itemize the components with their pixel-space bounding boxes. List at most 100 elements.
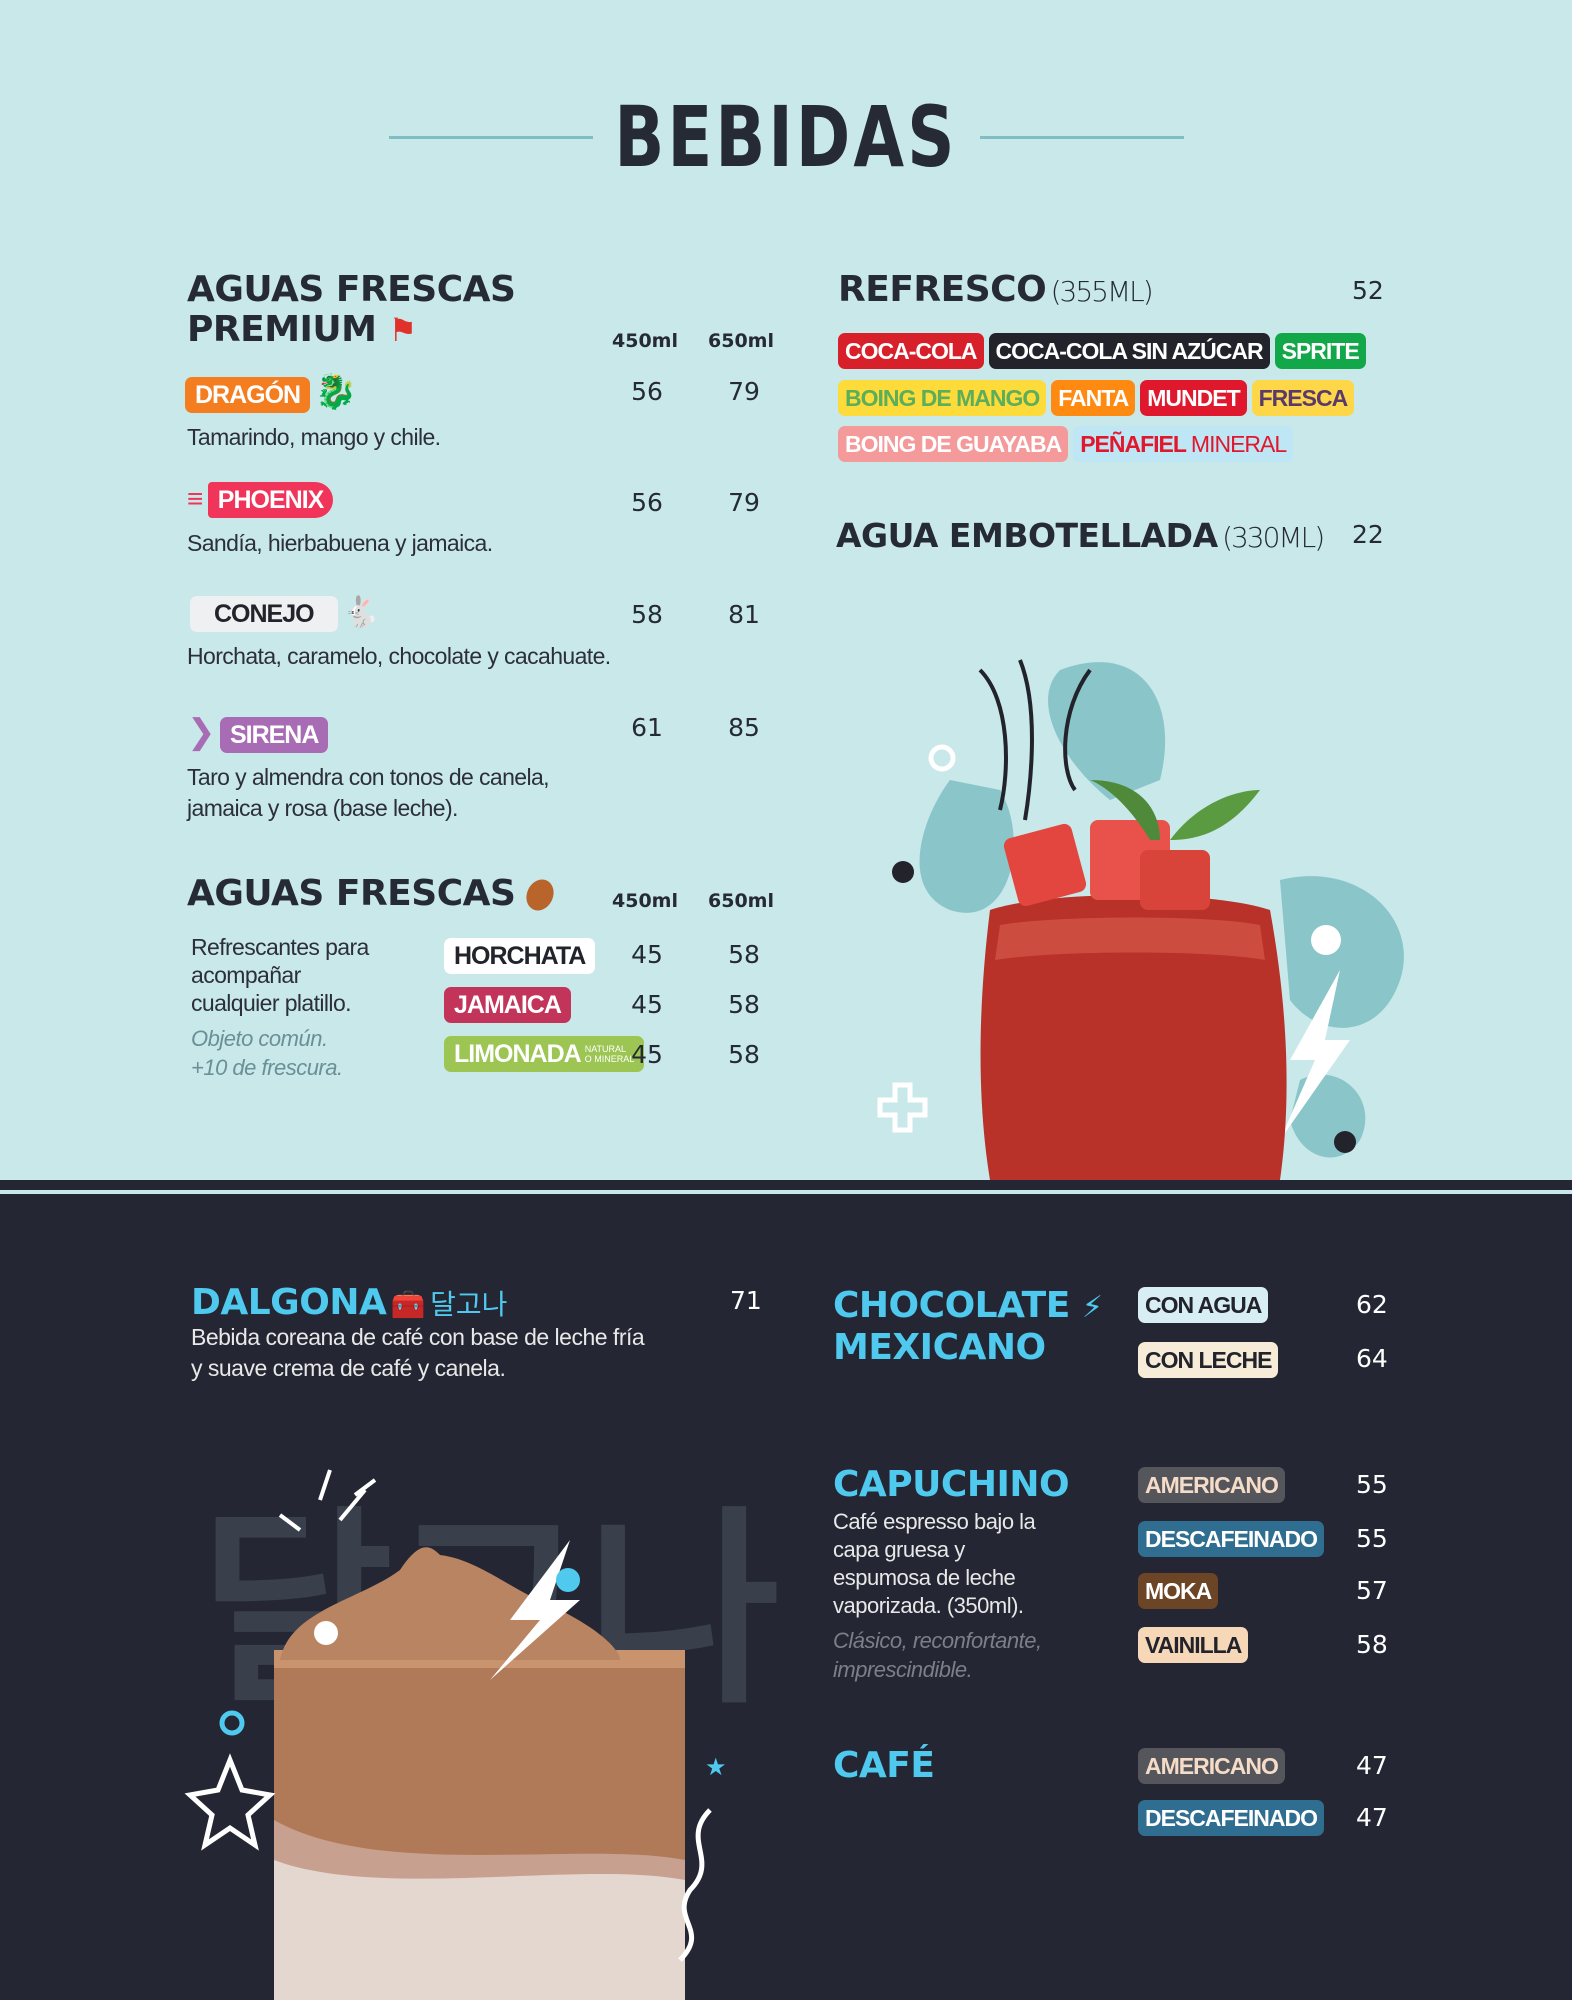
dragon-badge: DRAGÓN bbox=[185, 377, 311, 413]
horchata-item[interactable]: HORCHATA bbox=[444, 938, 596, 974]
desc-line: Café espresso bajo la bbox=[833, 1509, 1036, 1534]
refresco-size: (355ML) bbox=[1050, 275, 1154, 308]
price: 58 bbox=[1356, 1630, 1388, 1659]
desc-line: espumosa de leche bbox=[833, 1565, 1016, 1590]
note-line: O MINERAL bbox=[584, 1054, 635, 1064]
dalgona-drink-image: ★ bbox=[184, 1469, 727, 2000]
limonada-note: NATURAL O MINERAL bbox=[585, 1044, 635, 1064]
premium-item-phoenix[interactable]: ≡ PHOENIX bbox=[187, 482, 334, 518]
chocolate-line2: MEXICANO bbox=[833, 1327, 1046, 1368]
steam-lines bbox=[978, 659, 1092, 821]
jamaica-item[interactable]: JAMAICA bbox=[444, 987, 571, 1023]
price: 45 bbox=[631, 1040, 663, 1069]
watermelon-cube bbox=[1140, 850, 1210, 910]
capuchino-desc: Café espresso bajo la capa gruesa y espu… bbox=[833, 1508, 1036, 1620]
option-vainilla[interactable]: VAINILLA bbox=[1138, 1627, 1253, 1663]
price: 81 bbox=[728, 600, 760, 629]
mint-leaf bbox=[1090, 780, 1160, 840]
option-chip: DESCAFEINADO bbox=[1138, 1521, 1325, 1557]
plus-icon bbox=[556, 1568, 580, 1592]
option-descafeinado[interactable]: DESCAFEINADO bbox=[1138, 1521, 1329, 1557]
option-chip: DESCAFEINADO bbox=[1138, 1800, 1325, 1836]
lightning-icon: ⚡ bbox=[1081, 1290, 1103, 1325]
watermelon-drink-image bbox=[877, 659, 1404, 1180]
option-americano[interactable]: AMERICANO bbox=[1138, 1748, 1290, 1784]
star-doodle bbox=[184, 1753, 276, 1851]
limonada-item[interactable]: LIMONADA NATURAL O MINERAL bbox=[444, 1036, 645, 1072]
brand-chip[interactable]: COCA-COLA SIN AZÚCAR bbox=[988, 333, 1270, 369]
agua-title: AGUA EMBOTELLADA bbox=[836, 516, 1218, 555]
brand-chip[interactable]: FRESCA bbox=[1251, 380, 1355, 416]
burst-lines bbox=[278, 1469, 377, 1532]
sirena-badge: SIRENA bbox=[219, 717, 329, 753]
dalgona-price: 71 bbox=[730, 1286, 762, 1315]
dalgona-korean: 달고나 bbox=[430, 1288, 508, 1321]
section-divider bbox=[0, 1190, 1572, 1194]
option-americano[interactable]: AMERICANO bbox=[1138, 1467, 1290, 1503]
premium-item-conejo[interactable]: CONEJO 🐇 bbox=[190, 595, 379, 632]
option-chip: MOKA bbox=[1138, 1573, 1219, 1609]
flag-icon: ⚑ bbox=[388, 311, 418, 349]
desc-line: acompañar bbox=[191, 962, 301, 988]
aguas-heading: AGUAS FRESCAS bbox=[187, 874, 559, 915]
note-line: NATURAL bbox=[584, 1044, 627, 1054]
premium-item-dragon[interactable]: DRAGÓN 🐉 bbox=[185, 372, 357, 413]
price: 58 bbox=[631, 600, 663, 629]
brand-chip-penafiel[interactable]: PEÑAFIEL MINERAL bbox=[1073, 426, 1294, 462]
brand-suffix: MINERAL bbox=[1190, 431, 1287, 457]
price: 57 bbox=[1356, 1576, 1388, 1605]
title-rule-right bbox=[980, 136, 1184, 139]
brand-chip[interactable]: SPRITE bbox=[1274, 333, 1366, 369]
desc-line: Taro y almendra con tonos de canela, bbox=[187, 764, 550, 790]
title-rule-left bbox=[389, 136, 593, 139]
price: 56 bbox=[631, 377, 663, 406]
blob bbox=[919, 780, 1014, 913]
desc-line: Bebida coreana de café con base de leche… bbox=[191, 1324, 645, 1350]
price: 79 bbox=[728, 377, 760, 406]
col-450: 450ml bbox=[612, 890, 678, 912]
item-desc: Tamarindo, mango y chile. bbox=[187, 424, 441, 450]
price: 62 bbox=[1356, 1290, 1388, 1319]
option-con-agua[interactable]: CON AGUA bbox=[1138, 1287, 1273, 1323]
mint-leaf bbox=[1170, 790, 1260, 840]
price: 58 bbox=[728, 1040, 760, 1069]
conejo-badge: CONEJO bbox=[190, 596, 338, 632]
price: 61 bbox=[631, 713, 663, 742]
refresco-row-2: BOING DE MANGO FANTA MUNDET FRESCA bbox=[838, 380, 1359, 416]
premium-item-sirena[interactable]: ❯ SIRENA bbox=[187, 712, 329, 753]
eye-doodle bbox=[1311, 925, 1341, 955]
dalgona-title: DALGONA bbox=[191, 1282, 387, 1323]
option-con-leche[interactable]: CON LECHE bbox=[1138, 1342, 1283, 1378]
dragon-icon: 🐉 bbox=[314, 373, 357, 411]
brand-chip[interactable]: COCA-COLA bbox=[838, 333, 984, 369]
option-descafeinado[interactable]: DESCAFEINADO bbox=[1138, 1800, 1329, 1836]
brand-chip[interactable]: MUNDET bbox=[1140, 380, 1247, 416]
dark-section bbox=[0, 1180, 1572, 2000]
refresco-row-1: COCA-COLA COCA-COLA SIN AZÚCAR SPRITE bbox=[838, 333, 1371, 369]
option-moka[interactable]: MOKA bbox=[1138, 1573, 1223, 1609]
agua-size: (330ML) bbox=[1222, 521, 1325, 554]
cross-doodle bbox=[877, 1082, 928, 1133]
price: 85 bbox=[728, 713, 760, 742]
price: 55 bbox=[1356, 1524, 1388, 1553]
option-chip: AMERICANO bbox=[1138, 1467, 1285, 1503]
price: 58 bbox=[728, 940, 760, 969]
italic-line: Clásico, reconfortante, bbox=[833, 1628, 1042, 1653]
aguas-italic: Objeto común. +10 de frescura. bbox=[191, 1024, 343, 1082]
col-450: 450ml bbox=[612, 330, 678, 352]
desc-line: Refrescantes para bbox=[191, 934, 369, 960]
price: 58 bbox=[728, 990, 760, 1019]
brand-chip[interactable]: BOING DE GUAYABA bbox=[838, 426, 1069, 462]
italic-line: +10 de frescura. bbox=[191, 1055, 343, 1080]
aguas-desc: Refrescantes para acompañar cualquier pl… bbox=[191, 933, 369, 1017]
star-icon: ★ bbox=[705, 1754, 727, 1781]
cup-rim bbox=[995, 917, 1265, 960]
brand-chip[interactable]: FANTA bbox=[1051, 380, 1136, 416]
treasure-chest-icon: 🧰 bbox=[390, 1289, 426, 1320]
col-650: 650ml bbox=[708, 330, 774, 352]
option-chip: CON AGUA bbox=[1138, 1287, 1269, 1323]
price: 64 bbox=[1356, 1344, 1388, 1373]
brand-chip[interactable]: BOING DE MANGO bbox=[838, 380, 1047, 416]
desc-line: vaporizada. (350ml). bbox=[833, 1593, 1024, 1618]
price: 45 bbox=[631, 990, 663, 1019]
